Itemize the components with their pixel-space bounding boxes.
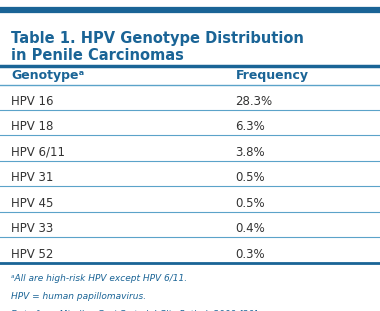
Text: 28.3%: 28.3% — [236, 95, 273, 108]
Text: Frequency: Frequency — [236, 69, 309, 82]
Text: 3.8%: 3.8% — [236, 146, 265, 159]
Text: HPV 6/11: HPV 6/11 — [11, 146, 65, 159]
Text: 0.5%: 0.5% — [236, 197, 265, 210]
Text: HPV 31: HPV 31 — [11, 171, 54, 184]
Text: in Penile Carcinomas: in Penile Carcinomas — [11, 48, 184, 63]
Text: 6.3%: 6.3% — [236, 120, 265, 133]
Text: Genotypeᵃ: Genotypeᵃ — [11, 69, 85, 82]
Text: ᵃAll are high-risk HPV except HPV 6/11.: ᵃAll are high-risk HPV except HPV 6/11. — [11, 274, 187, 283]
Text: HPV 18: HPV 18 — [11, 120, 54, 133]
Text: Table 1. HPV Genotype Distribution: Table 1. HPV Genotype Distribution — [11, 31, 304, 46]
Text: HPV 45: HPV 45 — [11, 197, 54, 210]
Text: 0.4%: 0.4% — [236, 222, 265, 235]
Text: Data from Miralles-Guri C et al. J Clin Pathol. 2009.[20]: Data from Miralles-Guri C et al. J Clin … — [11, 310, 258, 311]
Text: HPV 16: HPV 16 — [11, 95, 54, 108]
Text: 0.3%: 0.3% — [236, 248, 265, 261]
Text: 0.5%: 0.5% — [236, 171, 265, 184]
Text: HPV 33: HPV 33 — [11, 222, 54, 235]
Text: HPV 52: HPV 52 — [11, 248, 54, 261]
Text: HPV = human papillomavirus.: HPV = human papillomavirus. — [11, 292, 147, 301]
